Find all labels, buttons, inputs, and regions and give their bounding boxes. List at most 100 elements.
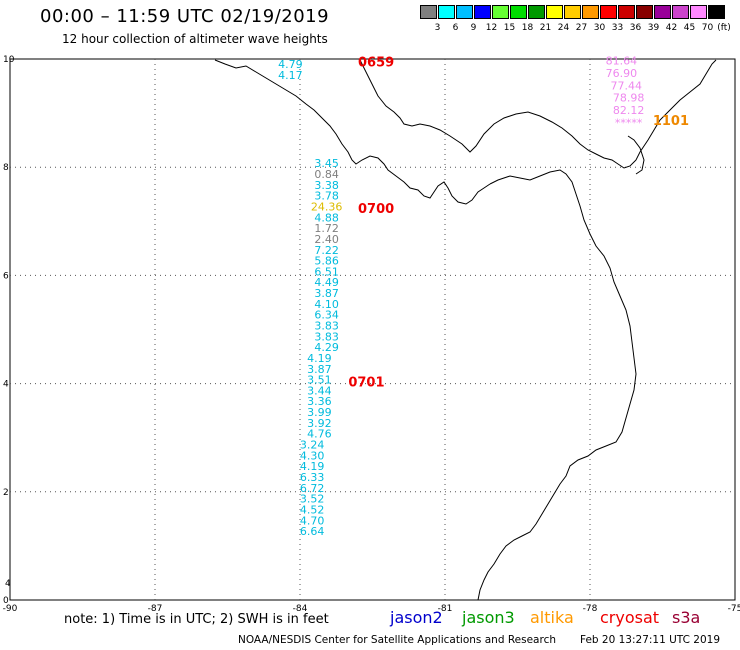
caribbean-coast bbox=[359, 59, 717, 169]
latitude-tick-label: 6 bbox=[3, 271, 9, 281]
mission-jason2: jason2 bbox=[390, 608, 443, 627]
scale-swatch bbox=[636, 5, 653, 19]
wave-height-value: 78.98 bbox=[613, 92, 645, 105]
scale-swatch bbox=[492, 5, 509, 19]
wave-height-value: 3.44 bbox=[307, 384, 332, 397]
scale-label: 27 bbox=[575, 23, 588, 33]
scale-label: 9 bbox=[470, 23, 477, 33]
scale-swatch bbox=[600, 5, 617, 19]
wave-height-value: 3.87 bbox=[314, 287, 339, 300]
wave-height-value: 76.90 bbox=[606, 67, 638, 80]
wave-height-value: 3.83 bbox=[314, 320, 339, 333]
wave-height-observations: 4.794.17 3.450.843.383.7824.364.881.722.4… bbox=[278, 54, 644, 538]
wave-height-value: 81.64 bbox=[606, 54, 638, 67]
wave-height-value: 3.51 bbox=[307, 374, 332, 387]
wave-height-value: 3.87 bbox=[307, 363, 332, 376]
scale-swatch bbox=[420, 5, 437, 19]
generation-timestamp: Feb 20 13:27:11 UTC 2019 bbox=[580, 634, 720, 646]
wave-height-value: 3.83 bbox=[314, 330, 339, 343]
map-title: 00:00 – 11:59 UTC 02/19/2019 bbox=[40, 6, 330, 27]
longitude-tick-label: -90 bbox=[3, 604, 18, 614]
pass-time-label: 0701 bbox=[348, 375, 384, 390]
coastline bbox=[214, 59, 717, 601]
gulf-of-uraba bbox=[627, 135, 645, 175]
mission-s3a: s3a bbox=[672, 608, 701, 627]
wave-height-value: 6.34 bbox=[314, 309, 339, 322]
latitude-tick-label: 4 bbox=[3, 380, 9, 390]
wave-height-value: 6.51 bbox=[314, 265, 339, 278]
wave-height-value: 24.36 bbox=[311, 200, 343, 213]
pass-time-label: 0700 bbox=[358, 202, 394, 217]
scale-swatch bbox=[690, 5, 707, 19]
scale-swatch bbox=[474, 5, 491, 19]
pass-time-labels: 0659 0700 0701 1101 bbox=[348, 56, 689, 391]
longitude-tick-label: -75 bbox=[728, 604, 740, 614]
longitude-tick-label: -78 bbox=[583, 604, 598, 614]
wave-height-value: 77.44 bbox=[611, 79, 643, 92]
central-america-coast bbox=[214, 59, 491, 205]
wave-height-value: 3.38 bbox=[314, 179, 339, 192]
scale-label: 3 bbox=[434, 23, 441, 33]
mission-cryosat: cryosat bbox=[600, 608, 660, 627]
scale-label: 24 bbox=[557, 23, 570, 33]
wave-height-value: 6.33 bbox=[300, 471, 325, 484]
map-frame bbox=[9, 58, 736, 601]
scale-label: 45 bbox=[683, 23, 696, 33]
latitude-tick-label: 2 bbox=[3, 488, 9, 498]
wave-height-value: 4.10 bbox=[314, 298, 339, 311]
scale-label: 39 bbox=[647, 23, 660, 33]
wave-height-value: 2.40 bbox=[314, 233, 339, 246]
scale-label: 42 bbox=[665, 23, 678, 33]
scale-swatch bbox=[438, 5, 455, 19]
wave-height-value: 82.12 bbox=[613, 104, 645, 117]
wave-height-value: 4.19 bbox=[307, 352, 332, 365]
longitude-tick-label: -84 bbox=[293, 604, 308, 614]
latitude-tick-label: 0 bbox=[3, 596, 9, 606]
wave-height-value: 3.78 bbox=[314, 190, 339, 203]
scale-swatch bbox=[672, 5, 689, 19]
wave-height-value: 6.72 bbox=[300, 482, 325, 495]
latitude-tick-label: 8 bbox=[3, 163, 9, 173]
graticule bbox=[10, 59, 735, 600]
wave-height-value: 5.86 bbox=[314, 255, 339, 268]
footer-note: note: 1) Time is in UTC; 2) SWH is in fe… bbox=[64, 612, 329, 627]
latitude-tick-label: 10 bbox=[3, 55, 15, 65]
latitude-minor-tick-label: 4 bbox=[5, 579, 11, 589]
mission-jason3: jason3 bbox=[462, 608, 515, 627]
wave-height-value: 0.84 bbox=[314, 168, 339, 181]
pass-time-label: 1101 bbox=[653, 114, 689, 129]
scale-label: 15 bbox=[503, 23, 516, 33]
pass-time-label: 0659 bbox=[358, 56, 394, 71]
wave-height-value: 3.45 bbox=[314, 157, 339, 170]
longitude-ticks: -90 -87 -84 -81 -78 -75 bbox=[3, 604, 740, 614]
credit-line: NOAA/NESDIS Center for Satellite Applica… bbox=[238, 634, 556, 646]
scale-swatch bbox=[546, 5, 563, 19]
scale-swatch bbox=[582, 5, 599, 19]
scale-label: 21 bbox=[539, 23, 552, 33]
wave-height-value: 3.52 bbox=[300, 493, 325, 506]
scale-swatch bbox=[564, 5, 581, 19]
scale-swatch bbox=[708, 5, 725, 19]
wave-height-value: 4.29 bbox=[314, 341, 339, 354]
wave-height-value: 1.72 bbox=[314, 222, 339, 235]
wave-height-value: 4.79 bbox=[278, 58, 303, 71]
wave-height-value: 4.17 bbox=[278, 69, 303, 82]
wave-height-value: 6.64 bbox=[300, 525, 325, 538]
scale-label: 36 bbox=[629, 23, 642, 33]
wave-height-value: 7.22 bbox=[314, 244, 339, 257]
wave-height-value: 4.30 bbox=[300, 449, 325, 462]
wave-height-value: 4.70 bbox=[300, 514, 325, 527]
scale-label: 30 bbox=[593, 23, 606, 33]
scale-unit: (ft) bbox=[717, 23, 731, 33]
scale-label: 33 bbox=[611, 23, 624, 33]
latitude-ticks: 0 2 4 6 8 10 4 bbox=[3, 55, 15, 606]
scale-label: 18 bbox=[521, 23, 534, 33]
scale-swatch bbox=[618, 5, 635, 19]
wave-height-value: 4.88 bbox=[314, 211, 339, 224]
wave-height-value: 3.24 bbox=[300, 439, 325, 452]
wave-height-value: ***** bbox=[615, 117, 643, 130]
wave-height-value: 4.52 bbox=[300, 503, 325, 516]
colombia-pacific-coast bbox=[477, 169, 637, 601]
scale-swatch bbox=[510, 5, 527, 19]
